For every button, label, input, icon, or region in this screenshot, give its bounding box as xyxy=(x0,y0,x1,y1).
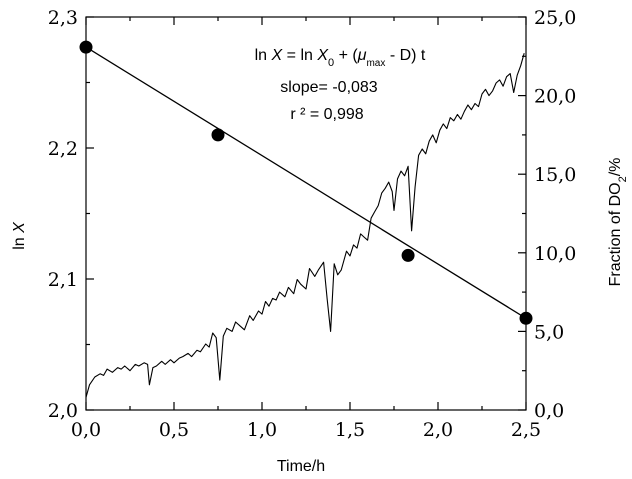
left-y-axis-ticks: 2,0 2,1 2,2 2,3 xyxy=(48,7,94,422)
x-tick-label: 1,0 xyxy=(247,419,277,441)
right-tick-label: 5,0 xyxy=(534,321,564,343)
eq-mu: μ xyxy=(357,47,367,64)
right-tick-label: 15,0 xyxy=(534,164,576,186)
x-tick-label: 2,5 xyxy=(511,419,541,441)
right-y-axis-label: Fraction of DO2/% xyxy=(607,158,629,287)
left-y-axis-label-prefix: ln xyxy=(11,233,28,250)
r2-annotation: r ² = 0,998 xyxy=(290,106,363,123)
data-point xyxy=(519,311,533,325)
right-tick-label: 20,0 xyxy=(534,86,576,108)
eq-equals: = ln xyxy=(282,47,317,64)
eq-sub0: 0 xyxy=(328,57,334,69)
data-point xyxy=(79,40,93,54)
right-tick-label: 0,0 xyxy=(534,400,564,422)
left-tick-label: 2,1 xyxy=(48,269,78,291)
data-point xyxy=(401,248,415,262)
right-y-axis-label-prefix: Fraction of DO xyxy=(607,182,624,286)
plot-frame xyxy=(85,16,527,411)
right-y-axis-label-suffix: /% xyxy=(607,158,624,177)
eq-x: X xyxy=(271,47,284,64)
x-tick-label: 0,0 xyxy=(71,419,101,441)
data-point xyxy=(211,128,225,142)
x-axis-label: Time/h xyxy=(277,458,325,475)
eq-rest: - D) t xyxy=(385,47,426,64)
fit-line xyxy=(85,46,527,319)
right-tick-label: 10,0 xyxy=(534,243,576,265)
eq-plus: + ( xyxy=(334,47,358,64)
left-tick-label: 2,2 xyxy=(48,138,78,160)
right-y-axis-ticks: 0,0 5,0 10,0 15,0 20,0 25,0 xyxy=(518,7,576,422)
x-tick-label: 1,5 xyxy=(335,419,365,441)
right-y-axis-label-sub: 2 xyxy=(617,176,629,182)
x-axis-ticks: 0,0 0,5 1,0 1,5 2,0 2,5 xyxy=(71,17,541,441)
slope-annotation: slope= -0,083 xyxy=(280,79,378,96)
series-layer xyxy=(79,40,533,398)
right-tick-label: 25,0 xyxy=(534,7,576,29)
left-tick-label: 2,0 xyxy=(48,400,78,422)
equation-annotation: ln X = ln X0 + (μmax - D) t xyxy=(255,47,426,69)
eq-x0: X xyxy=(316,47,329,64)
left-y-axis-label-var: X xyxy=(11,221,28,234)
do2-fraction-line xyxy=(85,53,525,398)
eq-ln: ln xyxy=(255,47,272,64)
left-tick-label: 2,3 xyxy=(48,7,78,29)
x-tick-label: 2,0 xyxy=(423,419,453,441)
x-tick-label: 0,5 xyxy=(159,419,189,441)
eq-max: max xyxy=(366,58,385,69)
left-y-axis-label: ln X xyxy=(11,221,28,250)
